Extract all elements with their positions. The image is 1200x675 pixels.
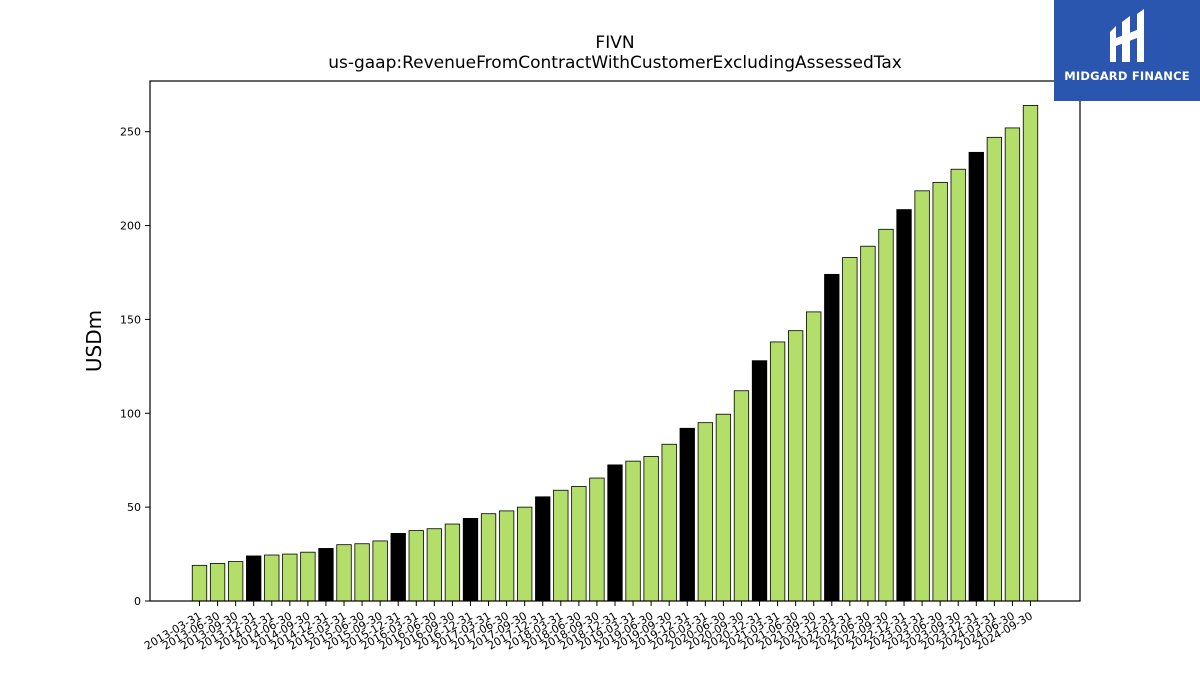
- bar-2015-06-30: [354, 543, 370, 602]
- bar-2021-09-30: [806, 311, 822, 602]
- bar-2014-12-31: [318, 548, 334, 602]
- bar-2017-06-30: [498, 510, 515, 602]
- bar-2014-03-31: [264, 554, 280, 602]
- bar-2021-03-31: [769, 341, 786, 602]
- bar-2014-09-30: [300, 551, 316, 602]
- bar-2015-09-30: [372, 540, 388, 602]
- y-axis-ticks: 0 50 100 150 200 250: [120, 126, 150, 608]
- logo-text: MIDGARD FINANCE: [1064, 69, 1190, 83]
- bar-2019-03-31: [625, 460, 641, 602]
- bar-2016-09-30: [444, 523, 461, 602]
- bar-2017-03-31: [480, 513, 497, 602]
- bar-2013-06-30: [209, 563, 226, 602]
- bars-group: [191, 105, 1039, 602]
- bar-2024-09-30: [1022, 105, 1039, 602]
- bar-2023-03-31: [914, 190, 930, 602]
- bar-2014-06-30: [282, 553, 298, 602]
- plot-frame: [149, 80, 1081, 602]
- y-tick-label: 200: [120, 220, 141, 233]
- bar-2024-03-31: [986, 136, 1003, 602]
- bar-2013-03-31: [191, 564, 208, 602]
- midgard-finance-logo: MIDGARD FINANCE: [1054, 0, 1200, 101]
- bar-2022-09-30: [878, 228, 894, 602]
- bar-2018-09-30: [589, 477, 605, 602]
- bar-2018-06-30: [571, 486, 587, 602]
- bar-2016-06-30: [426, 528, 443, 602]
- bar-2020-06-30: [715, 413, 732, 602]
- bar-2020-12-31: [751, 360, 768, 602]
- bar-2016-03-31: [408, 530, 424, 602]
- bar-2016-12-31: [462, 518, 479, 602]
- bar-2013-12-31: [246, 555, 262, 602]
- bar-2023-12-31: [968, 151, 984, 602]
- bar-2015-12-31: [390, 533, 406, 602]
- bar-2021-06-30: [788, 330, 804, 602]
- chart-title-line1: FIVN: [595, 33, 634, 53]
- chart-title-line2: us-gaap:RevenueFromContractWithCustomerE…: [328, 53, 902, 73]
- bar-2022-03-31: [842, 257, 858, 602]
- bar-2019-09-30: [661, 443, 677, 602]
- y-axis-label: USDm: [82, 310, 106, 372]
- y-tick-label: 100: [120, 407, 141, 420]
- logo-mark-icon: [1110, 9, 1144, 62]
- bar-2015-03-31: [336, 544, 352, 602]
- bar-2017-09-30: [517, 506, 533, 602]
- y-tick-label: 0: [134, 595, 141, 608]
- bar-2020-09-30: [733, 390, 750, 602]
- bar-2021-12-31: [824, 273, 840, 602]
- bar-2019-12-31: [679, 427, 695, 602]
- bar-2024-06-30: [1004, 127, 1021, 602]
- bar-2023-09-30: [950, 168, 966, 602]
- bar-2019-06-30: [643, 456, 659, 602]
- bar-2017-12-31: [535, 496, 551, 602]
- x-axis-ticks: 2013-03-312013-06-302013-09-302013-12-31…: [142, 601, 1035, 653]
- bar-2022-12-31: [896, 209, 912, 602]
- bar-2020-03-31: [697, 422, 713, 602]
- bar-2018-03-31: [553, 489, 569, 602]
- y-tick-label: 250: [120, 126, 141, 139]
- bar-2023-06-30: [932, 181, 948, 602]
- y-tick-label: 50: [127, 501, 141, 514]
- bar-2022-06-30: [860, 245, 876, 602]
- y-tick-label: 150: [120, 313, 141, 326]
- bar-2013-09-30: [227, 561, 244, 602]
- bar-2018-12-31: [607, 464, 623, 602]
